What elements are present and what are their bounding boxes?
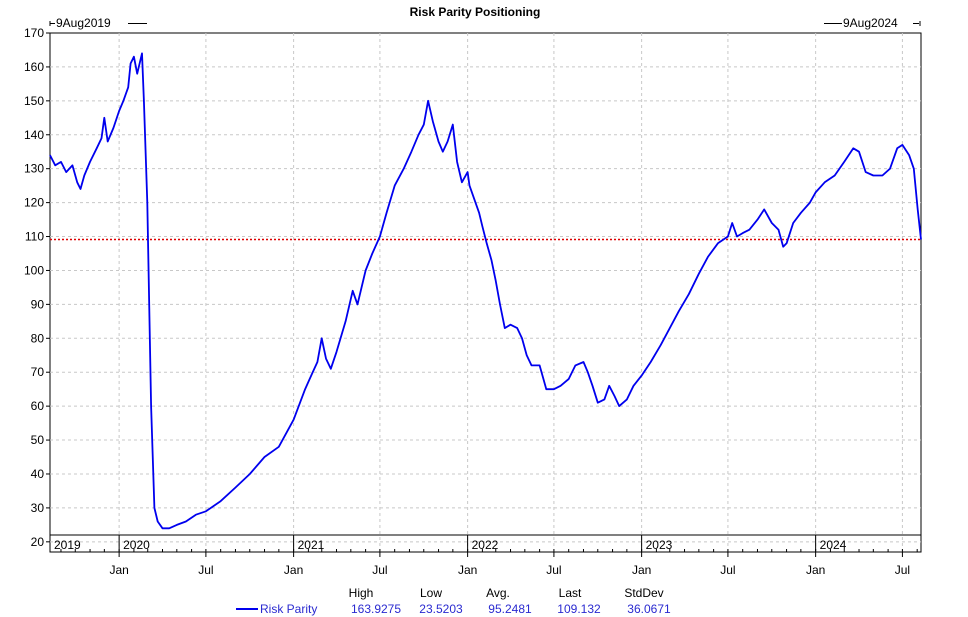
- legend: Risk Parity: [236, 602, 317, 616]
- stat-value-high: 163.9275: [351, 602, 401, 616]
- month-label: Jul: [372, 563, 387, 577]
- y-tick-label: 20: [31, 535, 45, 549]
- y-tick-label: 80: [31, 331, 45, 345]
- stat-header-low: Low: [420, 586, 442, 600]
- y-tick-label: 90: [31, 297, 45, 311]
- stat-value-avg: 95.2481: [488, 602, 532, 616]
- month-label: Jul: [720, 563, 735, 577]
- y-tick-label: 120: [24, 196, 44, 210]
- series-group: [49, 52, 922, 530]
- stats-table: High Low Avg. Last StdDev 163.9275 23.52…: [349, 586, 671, 616]
- month-label: Jul: [895, 563, 910, 577]
- stat-header-last: Last: [559, 586, 582, 600]
- y-tick-label: 160: [24, 60, 44, 74]
- month-label: Jan: [806, 563, 825, 577]
- y-axis: 20 30 40 50 60 70 80 90 100 110 120 130 140 150 160 170: [24, 26, 50, 549]
- plot-area: [49, 32, 922, 553]
- month-label: Jan: [458, 563, 477, 577]
- y-tick-label: 30: [31, 501, 45, 515]
- y-tick-label: 170: [24, 26, 44, 40]
- month-label: Jul: [198, 563, 213, 577]
- y-tick-label: 70: [31, 365, 45, 379]
- year-label: 2023: [646, 538, 673, 552]
- year-label: 2024: [820, 538, 847, 552]
- stat-header-stddev: StdDev: [624, 586, 663, 600]
- end-date-label: 9Aug2024: [843, 16, 898, 30]
- month-label: Jan: [284, 563, 303, 577]
- y-tick-label: 100: [24, 263, 44, 277]
- year-label: 2021: [298, 538, 325, 552]
- y-tick-label: 50: [31, 433, 45, 447]
- stat-header-high: High: [349, 586, 374, 600]
- y-tick-label: 130: [24, 162, 44, 176]
- y-tick-label: 150: [24, 94, 44, 108]
- year-label: 2020: [123, 538, 150, 552]
- y-tick-label: 140: [24, 128, 44, 142]
- stat-value-last: 109.132: [557, 602, 601, 616]
- stat-value-low: 23.5203: [419, 602, 463, 616]
- year-label: 2022: [472, 538, 499, 552]
- y-tick-label: 60: [31, 399, 45, 413]
- year-label: 2019: [54, 538, 81, 552]
- chart-title: Risk Parity Positioning: [410, 5, 541, 19]
- start-date-label: 9Aug2019: [56, 16, 111, 30]
- y-tick-label: 110: [25, 230, 44, 244]
- month-label: Jan: [632, 563, 651, 577]
- gridlines: [50, 33, 921, 552]
- month-label: Jan: [109, 563, 128, 577]
- legend-series-name: Risk Parity: [260, 602, 317, 616]
- series-line-risk-parity: [49, 52, 922, 530]
- month-label: Jul: [546, 563, 561, 577]
- stat-value-stddev: 36.0671: [627, 602, 671, 616]
- stat-header-avg: Avg.: [486, 586, 510, 600]
- x-axis: 2019 2020 2021 2022 2023 2024 Jan Jul Jan Jul Jan J…: [50, 534, 921, 577]
- y-tick-label: 40: [31, 467, 45, 481]
